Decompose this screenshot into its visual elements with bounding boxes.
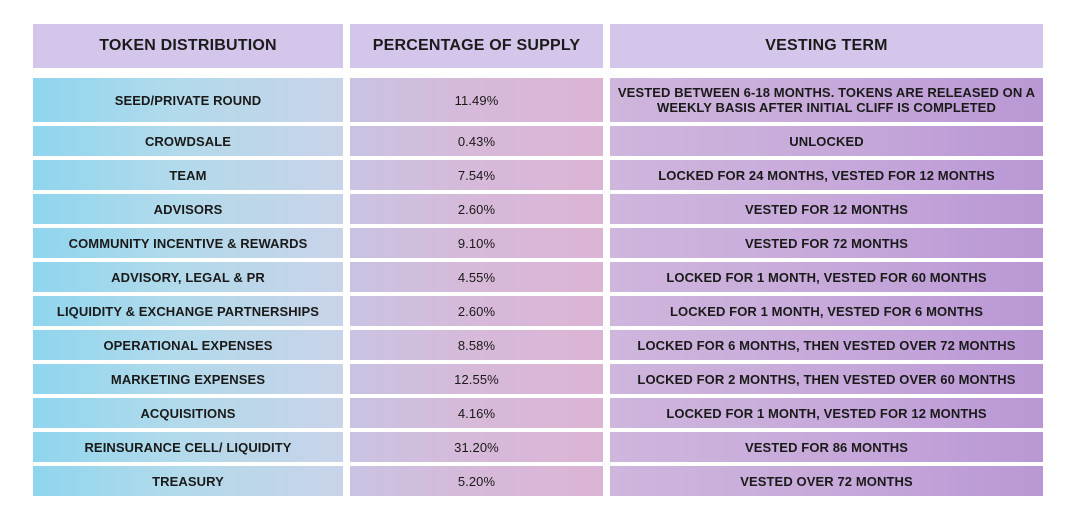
- distribution-cell: TEAM: [33, 160, 343, 190]
- table-row: OPERATIONAL EXPENSES 8.58% LOCKED FOR 6 …: [33, 330, 1043, 360]
- distribution-cell: CROWDSALE: [33, 126, 343, 156]
- header-token-distribution: TOKEN DISTRIBUTION: [33, 24, 343, 68]
- percentage-cell: 9.10%: [350, 228, 603, 258]
- percentage-cell: 4.55%: [350, 262, 603, 292]
- percentage-cell: 11.49%: [350, 78, 603, 122]
- percentage-cell: 0.43%: [350, 126, 603, 156]
- vesting-cell: LOCKED FOR 6 MONTHS, THEN VESTED OVER 72…: [610, 330, 1043, 360]
- distribution-cell: COMMUNITY INCENTIVE & REWARDS: [33, 228, 343, 258]
- table-row: TREASURY 5.20% VESTED OVER 72 MONTHS: [33, 466, 1043, 496]
- vesting-cell: VESTED FOR 12 MONTHS: [610, 194, 1043, 224]
- percentage-cell: 2.60%: [350, 296, 603, 326]
- table-body: SEED/PRIVATE ROUND 11.49% VESTED BETWEEN…: [33, 78, 1043, 500]
- vesting-cell: VESTED FOR 72 MONTHS: [610, 228, 1043, 258]
- distribution-cell: REINSURANCE CELL/ LIQUIDITY: [33, 432, 343, 462]
- vesting-cell: VESTED BETWEEN 6-18 MONTHS. TOKENS ARE R…: [610, 78, 1043, 122]
- percentage-cell: 2.60%: [350, 194, 603, 224]
- vesting-cell: VESTED OVER 72 MONTHS: [610, 466, 1043, 496]
- percentage-cell: 5.20%: [350, 466, 603, 496]
- table-row: CROWDSALE 0.43% UNLOCKED: [33, 126, 1043, 156]
- table-row: REINSURANCE CELL/ LIQUIDITY 31.20% VESTE…: [33, 432, 1043, 462]
- distribution-cell: LIQUIDITY & EXCHANGE PARTNERSHIPS: [33, 296, 343, 326]
- distribution-cell: MARKETING EXPENSES: [33, 364, 343, 394]
- vesting-cell: UNLOCKED: [610, 126, 1043, 156]
- distribution-cell: ACQUISITIONS: [33, 398, 343, 428]
- table-row: ACQUISITIONS 4.16% LOCKED FOR 1 MONTH, V…: [33, 398, 1043, 428]
- percentage-cell: 4.16%: [350, 398, 603, 428]
- distribution-cell: ADVISORS: [33, 194, 343, 224]
- distribution-cell: SEED/PRIVATE ROUND: [33, 78, 343, 122]
- table-row: LIQUIDITY & EXCHANGE PARTNERSHIPS 2.60% …: [33, 296, 1043, 326]
- percentage-cell: 7.54%: [350, 160, 603, 190]
- table-row: ADVISORY, LEGAL & PR 4.55% LOCKED FOR 1 …: [33, 262, 1043, 292]
- vesting-cell: LOCKED FOR 2 MONTHS, THEN VESTED OVER 60…: [610, 364, 1043, 394]
- vesting-cell: VESTED FOR 86 MONTHS: [610, 432, 1043, 462]
- vesting-cell: LOCKED FOR 1 MONTH, VESTED FOR 60 MONTHS: [610, 262, 1043, 292]
- table-row: MARKETING EXPENSES 12.55% LOCKED FOR 2 M…: [33, 364, 1043, 394]
- table-row: SEED/PRIVATE ROUND 11.49% VESTED BETWEEN…: [33, 78, 1043, 122]
- table-row: TEAM 7.54% LOCKED FOR 24 MONTHS, VESTED …: [33, 160, 1043, 190]
- percentage-cell: 8.58%: [350, 330, 603, 360]
- vesting-cell: LOCKED FOR 1 MONTH, VESTED FOR 12 MONTHS: [610, 398, 1043, 428]
- header-percentage-of-supply: PERCENTAGE OF SUPPLY: [350, 24, 603, 68]
- header-vesting-term: VESTING TERM: [610, 24, 1043, 68]
- vesting-cell: LOCKED FOR 24 MONTHS, VESTED FOR 12 MONT…: [610, 160, 1043, 190]
- distribution-cell: ADVISORY, LEGAL & PR: [33, 262, 343, 292]
- table-row: COMMUNITY INCENTIVE & REWARDS 9.10% VEST…: [33, 228, 1043, 258]
- percentage-cell: 31.20%: [350, 432, 603, 462]
- distribution-cell: TREASURY: [33, 466, 343, 496]
- percentage-cell: 12.55%: [350, 364, 603, 394]
- vesting-cell: LOCKED FOR 1 MONTH, VESTED FOR 6 MONTHS: [610, 296, 1043, 326]
- table-row: ADVISORS 2.60% VESTED FOR 12 MONTHS: [33, 194, 1043, 224]
- distribution-cell: OPERATIONAL EXPENSES: [33, 330, 343, 360]
